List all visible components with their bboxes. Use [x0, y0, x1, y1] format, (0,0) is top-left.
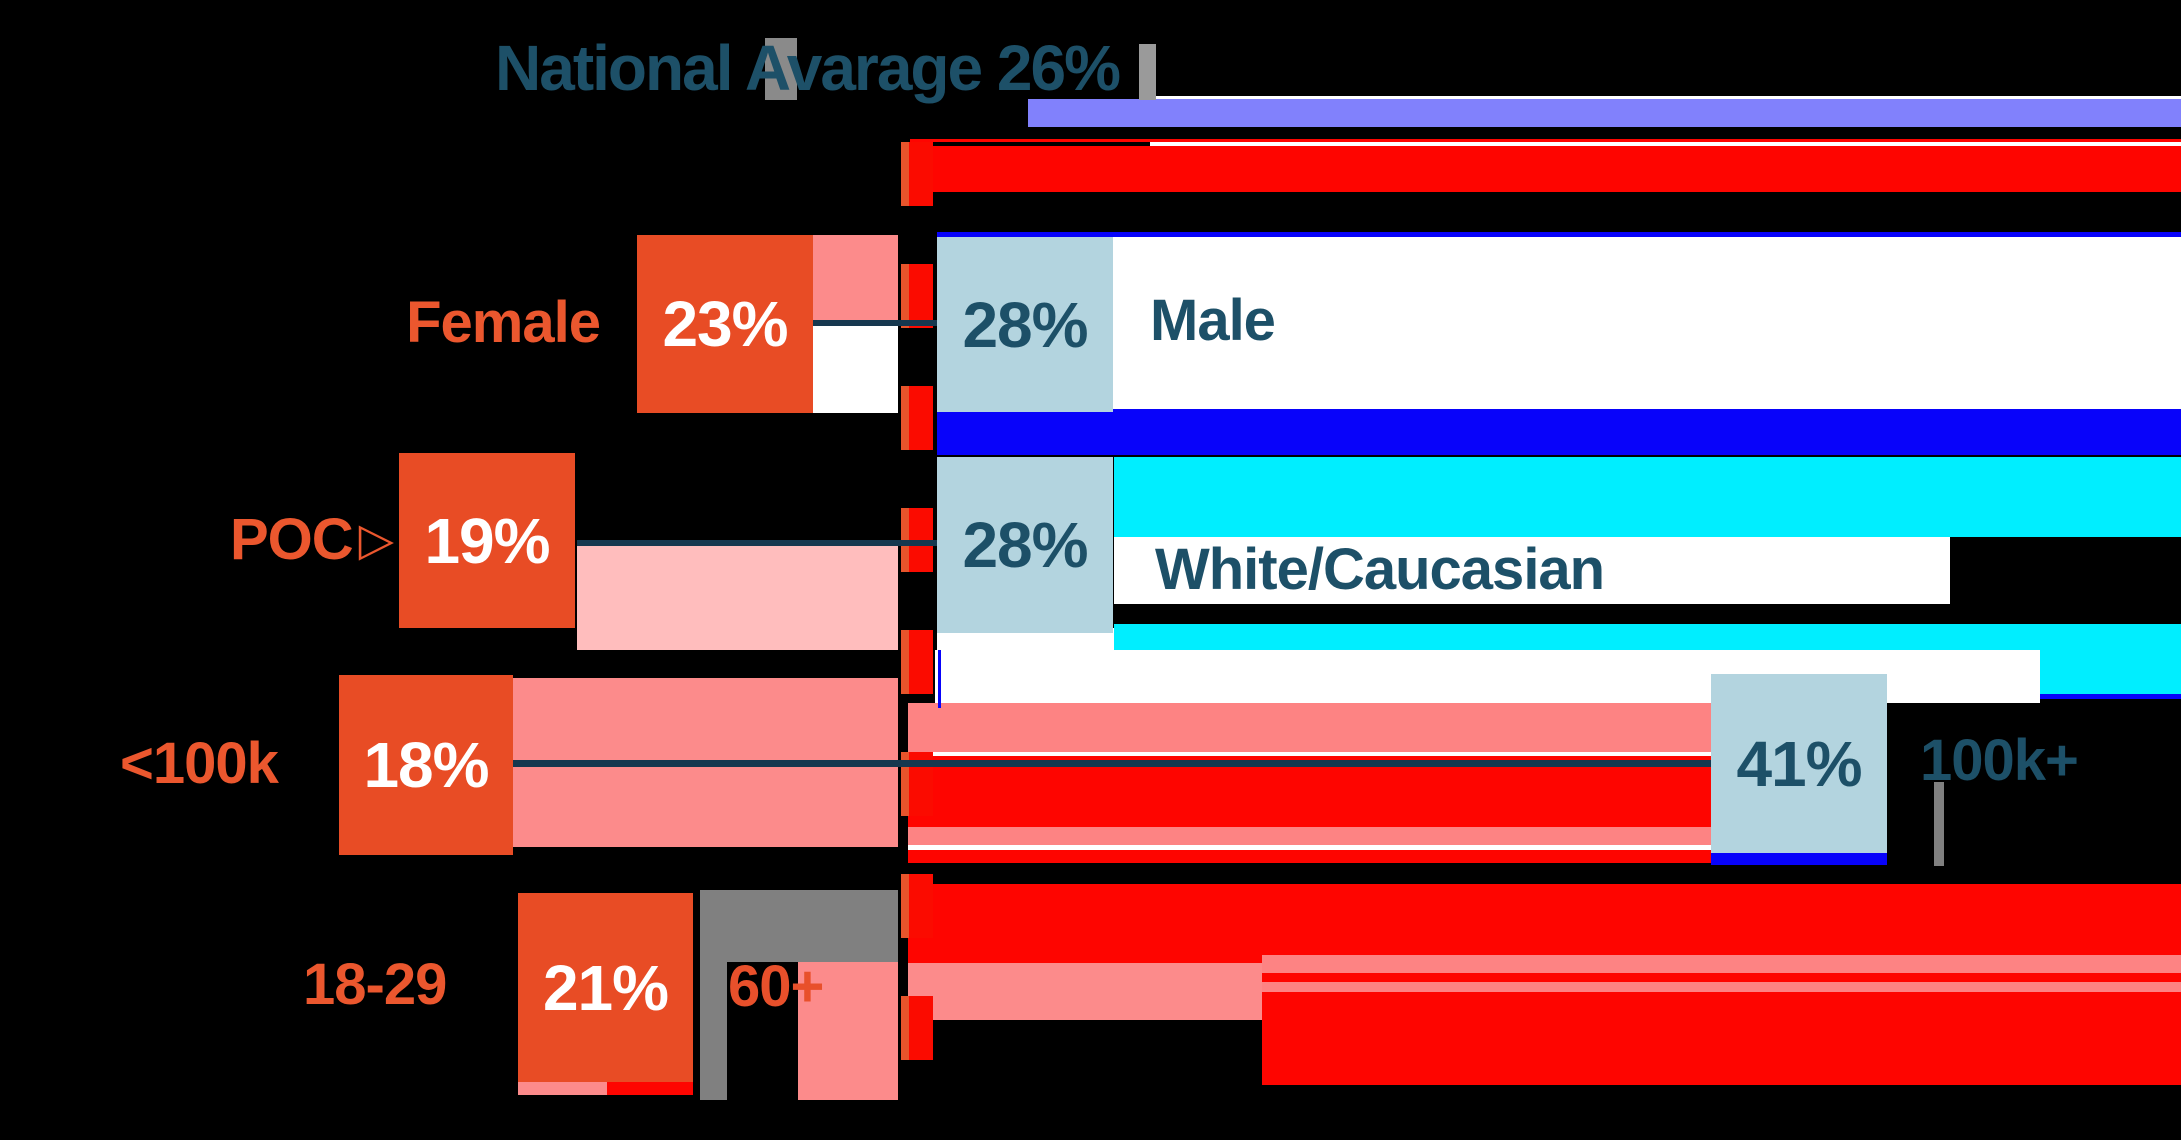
artifact-blue-strip-under-41box — [1711, 853, 1887, 865]
artifact-salmon-bottom-left — [908, 963, 1262, 1020]
artifact-salmon-strip-b2 — [1262, 982, 2181, 992]
artifact-white-line2-row3 — [908, 845, 1711, 850]
national-average-dashed-line-orange — [901, 142, 909, 1097]
label-over-100k-text: 100k+ — [1920, 727, 2079, 793]
label-over-100k: 100k+ — [1920, 727, 2140, 793]
label-60-plus-text: 60+ — [728, 953, 824, 1019]
over-100k-value-box: 41% — [1711, 674, 1887, 853]
connector-row3 — [513, 760, 1711, 767]
label-18-29-text: 18-29 — [303, 951, 447, 1017]
artifact-blue-band-row1 — [937, 409, 2181, 455]
label-female: Female — [377, 289, 601, 355]
connector-row1 — [813, 320, 940, 326]
artifact-gray-sliver-row3 — [1934, 782, 1944, 866]
label-poc-text: POC — [230, 506, 354, 572]
label-under-100k: <100k — [120, 730, 315, 796]
artifact-cyan-band-1 — [1114, 457, 2181, 537]
label-60-plus: 60+ — [728, 954, 858, 1019]
label-white-caucasian-text: White/Caucasian — [1155, 536, 1605, 602]
artifact-red-band-row3 — [908, 767, 1711, 827]
label-male: Male — [1150, 287, 1450, 353]
artifact-red-band2-row3 — [908, 850, 1711, 863]
male-value: 28% — [962, 288, 1088, 361]
under-100k-value: 18% — [363, 729, 489, 801]
artifact-white-row1 — [813, 326, 898, 413]
artifact-white-line-top — [1150, 96, 2181, 99]
artifact-underbox-red-row4 — [607, 1082, 693, 1095]
chart-title-text: National Avarage 26% — [495, 32, 1121, 104]
artifact-white-strip-row2 — [1114, 537, 1950, 604]
label-white-caucasian: White/Caucasian — [1155, 536, 1855, 602]
artifact-red-line-top — [910, 139, 2181, 142]
national-average-dashed-line-red — [909, 142, 933, 1097]
male-value-box: 28% — [937, 237, 1113, 412]
female-value-box: 23% — [637, 235, 813, 413]
artifact-red-line-row3 — [908, 756, 1711, 760]
white-caucasian-value-box: 28% — [937, 457, 1113, 633]
white-caucasian-value: 28% — [962, 509, 1088, 581]
artifact-gray-strip-title-2 — [1139, 44, 1156, 100]
age-18-29-value: 21% — [542, 951, 669, 1024]
artifact-pink-row2 — [577, 545, 898, 650]
artifact-red-bottom-left — [908, 884, 1262, 963]
artifact-red-band-top — [910, 146, 2181, 192]
chart-title: National Avarage 26% — [495, 32, 1121, 104]
artifact-blue-line-row1-top — [937, 232, 2181, 237]
artifact-pink-row1 — [813, 235, 898, 322]
artifact-white-band-row1 — [937, 237, 2181, 409]
artifact-underbox-salmon-row4 — [518, 1082, 607, 1095]
poc-value: 19% — [424, 504, 550, 577]
artifact-white-line-2 — [1150, 142, 2181, 146]
artifact-gray-strip-title-1 — [765, 38, 797, 100]
label-male-text: Male — [1150, 287, 1276, 353]
artifact-gray-col-row4 — [700, 890, 727, 1100]
artifact-gray-band-row4 — [700, 890, 898, 962]
female-value: 23% — [662, 288, 788, 360]
over-100k-value: 41% — [1736, 727, 1862, 800]
artifact-salmon-row4 — [798, 962, 898, 1100]
artifact-salmon-strip-b1 — [1262, 955, 2181, 973]
artifact-salmon-band2-row3 — [908, 827, 1711, 845]
artifact-salmon-band-row3 — [908, 703, 1711, 752]
label-18-29: 18-29 — [303, 952, 488, 1017]
label-female-text: Female — [406, 289, 601, 355]
artifact-white-line-row3 — [908, 752, 1711, 756]
connector-row2 — [577, 540, 940, 546]
label-under-100k-text: <100k — [120, 730, 279, 796]
artifact-purple-band — [1028, 99, 2181, 127]
artifact-blue-vline — [938, 650, 941, 708]
under-100k-value-box: 18% — [339, 675, 513, 855]
label-poc: POC ▷ — [230, 507, 394, 572]
poc-arrow-icon: ▷ — [358, 513, 394, 565]
age-18-29-value-box: 21% — [518, 893, 693, 1082]
poc-value-box: 19% — [399, 453, 575, 628]
